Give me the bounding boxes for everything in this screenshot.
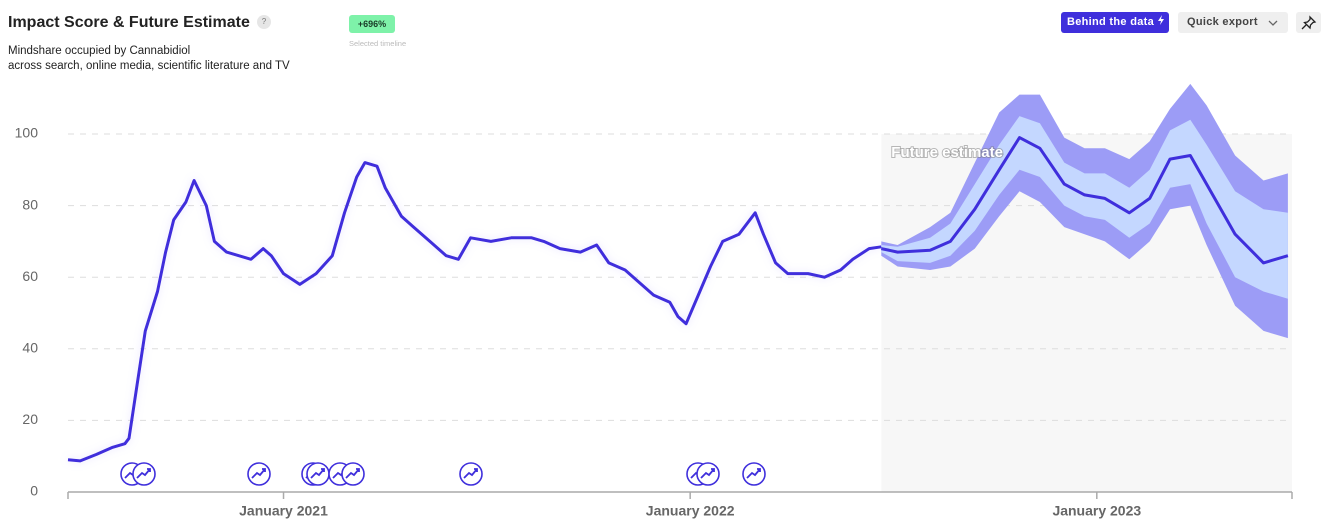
x-tick-label: January 2022 [646, 503, 735, 519]
event-icon[interactable] [341, 462, 365, 486]
event-icons [120, 462, 766, 486]
forecast-line [880, 136, 1289, 265]
event-icon[interactable] [306, 462, 330, 486]
bolt-icon [1158, 15, 1165, 25]
y-tick-label: 60 [22, 268, 38, 284]
event-icon[interactable] [742, 462, 766, 486]
event-icon[interactable] [696, 462, 720, 486]
event-icon[interactable] [132, 462, 156, 486]
title: Impact Score & Future Estimate [8, 14, 250, 31]
help-icon[interactable]: ? [257, 15, 271, 29]
pin-button[interactable] [1296, 12, 1321, 33]
y-tick-label: 40 [22, 340, 38, 356]
forecast-inner-band [881, 116, 1288, 299]
chevron-icon [1268, 20, 1278, 26]
y-tick-label: 20 [22, 411, 38, 427]
x-tick-label: January 2023 [1052, 503, 1141, 519]
badge-caption: Selected timeline [349, 39, 407, 48]
data-line [67, 161, 882, 463]
quick-export-button[interactable]: Quick export [1178, 12, 1288, 33]
pin-icon [1301, 15, 1317, 30]
x-tick-label: January 2021 [239, 503, 328, 519]
button-label: Quick export [1187, 16, 1258, 28]
behind-data-button[interactable]: Behind the data [1061, 12, 1169, 33]
future-label: Future estimate [891, 144, 1003, 161]
subtitle: Mindshare occupied by Cannabidiol [8, 45, 191, 57]
event-icon[interactable] [459, 462, 483, 486]
change-badge: +696% [349, 15, 395, 33]
button-label: Behind the data [1067, 16, 1155, 28]
y-tick-label: 0 [30, 483, 38, 499]
event-icon[interactable] [247, 462, 271, 486]
y-tick-label: 80 [22, 196, 38, 212]
subtitle: across search, online media, scientific … [8, 60, 290, 72]
y-tick-label: 100 [15, 125, 39, 141]
